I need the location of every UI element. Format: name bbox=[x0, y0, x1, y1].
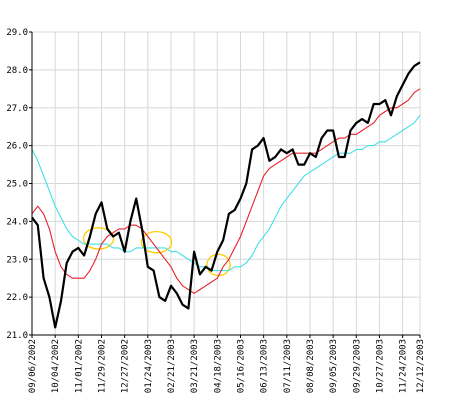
x-tick-label: 12/27/2002 bbox=[121, 339, 131, 393]
highlight-ellipse bbox=[206, 253, 231, 277]
axis-layer bbox=[29, 31, 421, 338]
grid-layer bbox=[31, 31, 421, 336]
series-line-ma-short bbox=[31, 88, 421, 294]
y-tick-label: 25.0 bbox=[6, 180, 28, 190]
x-tick-label: 09/05/2003 bbox=[329, 339, 339, 393]
series-line-ma-long bbox=[31, 114, 421, 272]
x-tick-label: 11/29/2002 bbox=[97, 339, 107, 393]
highlight-ellipse bbox=[82, 227, 115, 250]
x-tick-label: 11/01/2002 bbox=[74, 339, 84, 393]
x-tick-label: 06/13/2003 bbox=[260, 339, 270, 393]
x-tick-label: 02/21/2003 bbox=[167, 339, 177, 393]
y-tick-label: 22.0 bbox=[6, 293, 28, 303]
x-tick-label: 07/11/2003 bbox=[283, 339, 293, 393]
y-tick-label: 23.0 bbox=[6, 255, 28, 265]
x-tick-label: 03/21/2003 bbox=[190, 339, 200, 393]
y-tick-label: 24.0 bbox=[6, 217, 28, 227]
y-tick-label: 28.0 bbox=[6, 66, 28, 76]
x-tick-label: 09/06/2002 bbox=[28, 339, 38, 393]
series-line-price bbox=[31, 61, 421, 329]
x-tick-label: 08/08/2003 bbox=[306, 339, 316, 393]
y-tick-label: 26.0 bbox=[6, 142, 28, 152]
series-layer bbox=[31, 61, 421, 329]
x-tick-label: 05/16/2003 bbox=[236, 339, 246, 393]
y-tick-label: 29.0 bbox=[6, 28, 28, 38]
highlight-ellipse bbox=[140, 230, 173, 254]
x-tick-label: 01/24/2003 bbox=[144, 339, 154, 393]
x-tick-label: 04/18/2003 bbox=[213, 339, 223, 393]
x-tick-labels: 09/06/2002 10/04/2002 11/01/2002 11/29/2002… bbox=[28, 339, 426, 393]
y-tick-labels: 21.0 22.0 23.0 24.0 25.0 26.0 27.0 28.0 29.0 bbox=[6, 28, 28, 341]
x-tick-label: 10/27/2003 bbox=[375, 339, 385, 393]
x-tick-label: 09/29/2003 bbox=[352, 339, 362, 393]
y-tick-label: 21.0 bbox=[6, 331, 28, 341]
x-tick-label: 12/12/2003 bbox=[416, 339, 426, 393]
y-tick-label: 27.0 bbox=[6, 104, 28, 114]
x-tick-label: 10/04/2002 bbox=[51, 339, 61, 393]
x-tick-label: 11/24/2003 bbox=[399, 339, 409, 393]
